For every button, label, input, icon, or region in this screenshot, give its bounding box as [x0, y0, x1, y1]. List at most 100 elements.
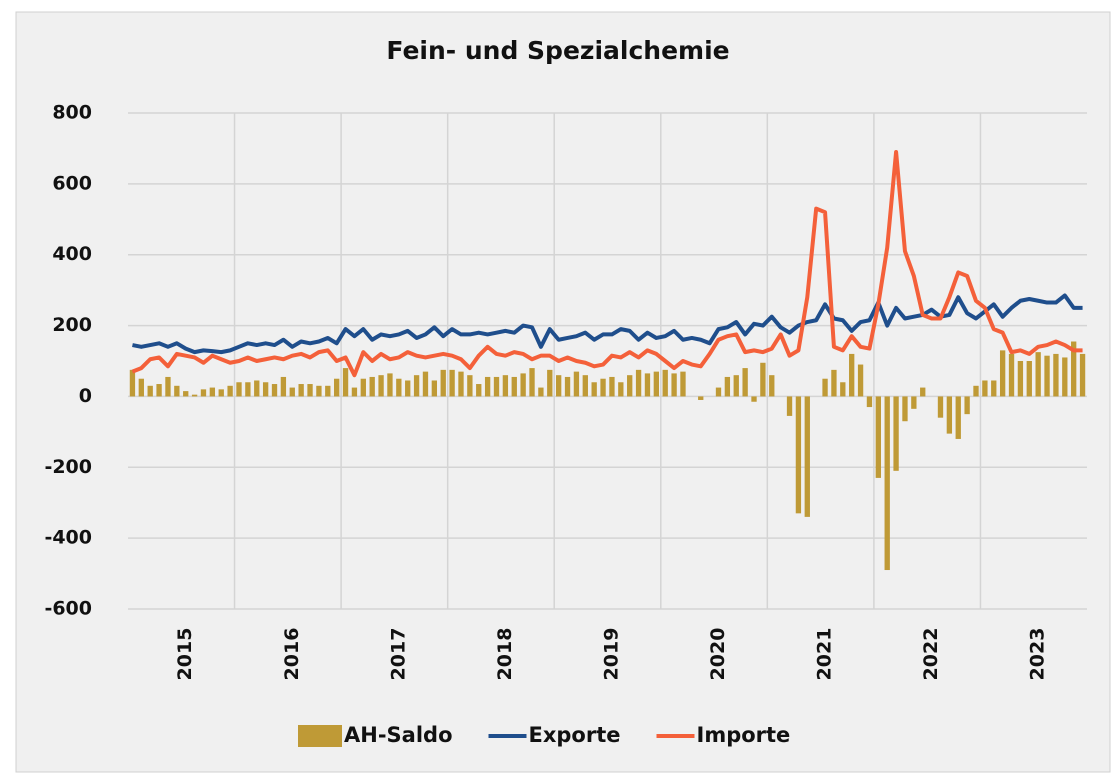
bar	[857, 364, 864, 397]
x-tick-label: 2015	[174, 628, 196, 681]
x-tick-label: 2017	[387, 628, 409, 681]
bar	[476, 384, 482, 397]
bar	[1079, 353, 1086, 397]
bar	[502, 375, 509, 397]
legend-label: Exporte	[529, 723, 621, 747]
bar	[831, 369, 837, 397]
x-tick-label: 2023	[1027, 628, 1049, 681]
bar	[245, 382, 251, 397]
x-tick-label: 2019	[600, 628, 622, 681]
y-tick-label: -600	[44, 598, 92, 620]
bar	[547, 369, 553, 397]
bar	[147, 385, 153, 397]
bar	[422, 371, 429, 397]
bar	[999, 350, 1006, 397]
bar	[573, 371, 580, 397]
bar	[1026, 361, 1032, 397]
bar	[529, 368, 535, 397]
bar	[254, 380, 260, 397]
bar	[236, 382, 242, 397]
bar	[360, 378, 366, 397]
bar	[973, 385, 979, 397]
bar	[307, 384, 313, 397]
bar	[1017, 361, 1024, 397]
bar	[760, 362, 766, 397]
bar	[893, 396, 899, 471]
bar	[405, 380, 411, 397]
bar	[627, 375, 633, 397]
bar	[1053, 353, 1059, 397]
bar	[458, 371, 464, 397]
chart-title: Fein- und Spezialchemie	[386, 36, 729, 65]
bar	[369, 376, 375, 397]
bar	[964, 396, 970, 415]
bar	[742, 368, 748, 397]
bar	[662, 369, 668, 397]
y-tick-label: 400	[52, 243, 92, 265]
bar	[484, 376, 491, 397]
bar	[449, 369, 455, 397]
bar	[635, 369, 642, 397]
bar	[840, 382, 846, 397]
bar	[271, 384, 278, 397]
bar	[227, 385, 233, 397]
bar	[413, 375, 420, 397]
y-tick-label: 200	[52, 314, 92, 336]
legend-label: Importe	[697, 723, 791, 747]
x-tick-label: 2021	[814, 628, 836, 681]
bar	[911, 396, 917, 409]
bar	[698, 396, 704, 400]
bar	[165, 376, 171, 397]
x-tick-label: 2022	[920, 628, 942, 681]
bar	[1062, 357, 1068, 397]
bar	[982, 380, 988, 397]
bar	[804, 396, 810, 517]
bar	[538, 387, 544, 397]
chart-background	[15, 11, 1111, 773]
bar	[591, 382, 597, 397]
bar	[866, 396, 873, 408]
bar	[946, 396, 953, 434]
bar	[209, 387, 216, 397]
bar	[520, 373, 526, 397]
y-tick-label: 800	[52, 102, 92, 124]
bar	[218, 389, 224, 397]
bar	[289, 387, 295, 397]
bar	[262, 382, 269, 397]
bar	[431, 380, 438, 397]
bar	[1035, 352, 1041, 397]
line	[131, 149, 1083, 378]
bar	[715, 387, 722, 397]
bar	[680, 371, 686, 397]
bar	[1044, 355, 1050, 397]
bar	[334, 378, 340, 397]
y-tick-label: 600	[52, 172, 92, 194]
bar	[884, 396, 890, 571]
bar	[191, 394, 198, 397]
bar	[733, 375, 739, 397]
bar	[511, 376, 517, 397]
y-tick-label: -400	[44, 527, 92, 549]
bar	[786, 396, 793, 416]
y-tick-label: 0	[79, 385, 92, 407]
bar	[467, 375, 473, 397]
bar	[920, 387, 926, 397]
bar	[342, 368, 349, 397]
bar	[129, 369, 136, 397]
bar	[564, 376, 571, 397]
bar	[280, 376, 287, 397]
bar	[618, 382, 624, 397]
bar	[849, 353, 855, 397]
bar	[795, 396, 802, 514]
bar	[609, 376, 615, 397]
bar	[653, 371, 660, 397]
x-tick-label: 2018	[494, 628, 516, 681]
bar	[183, 391, 189, 397]
bar	[902, 396, 908, 422]
bar	[671, 373, 677, 397]
bar	[822, 378, 828, 397]
bar	[600, 378, 606, 397]
bar	[174, 385, 180, 397]
bar	[937, 396, 944, 418]
